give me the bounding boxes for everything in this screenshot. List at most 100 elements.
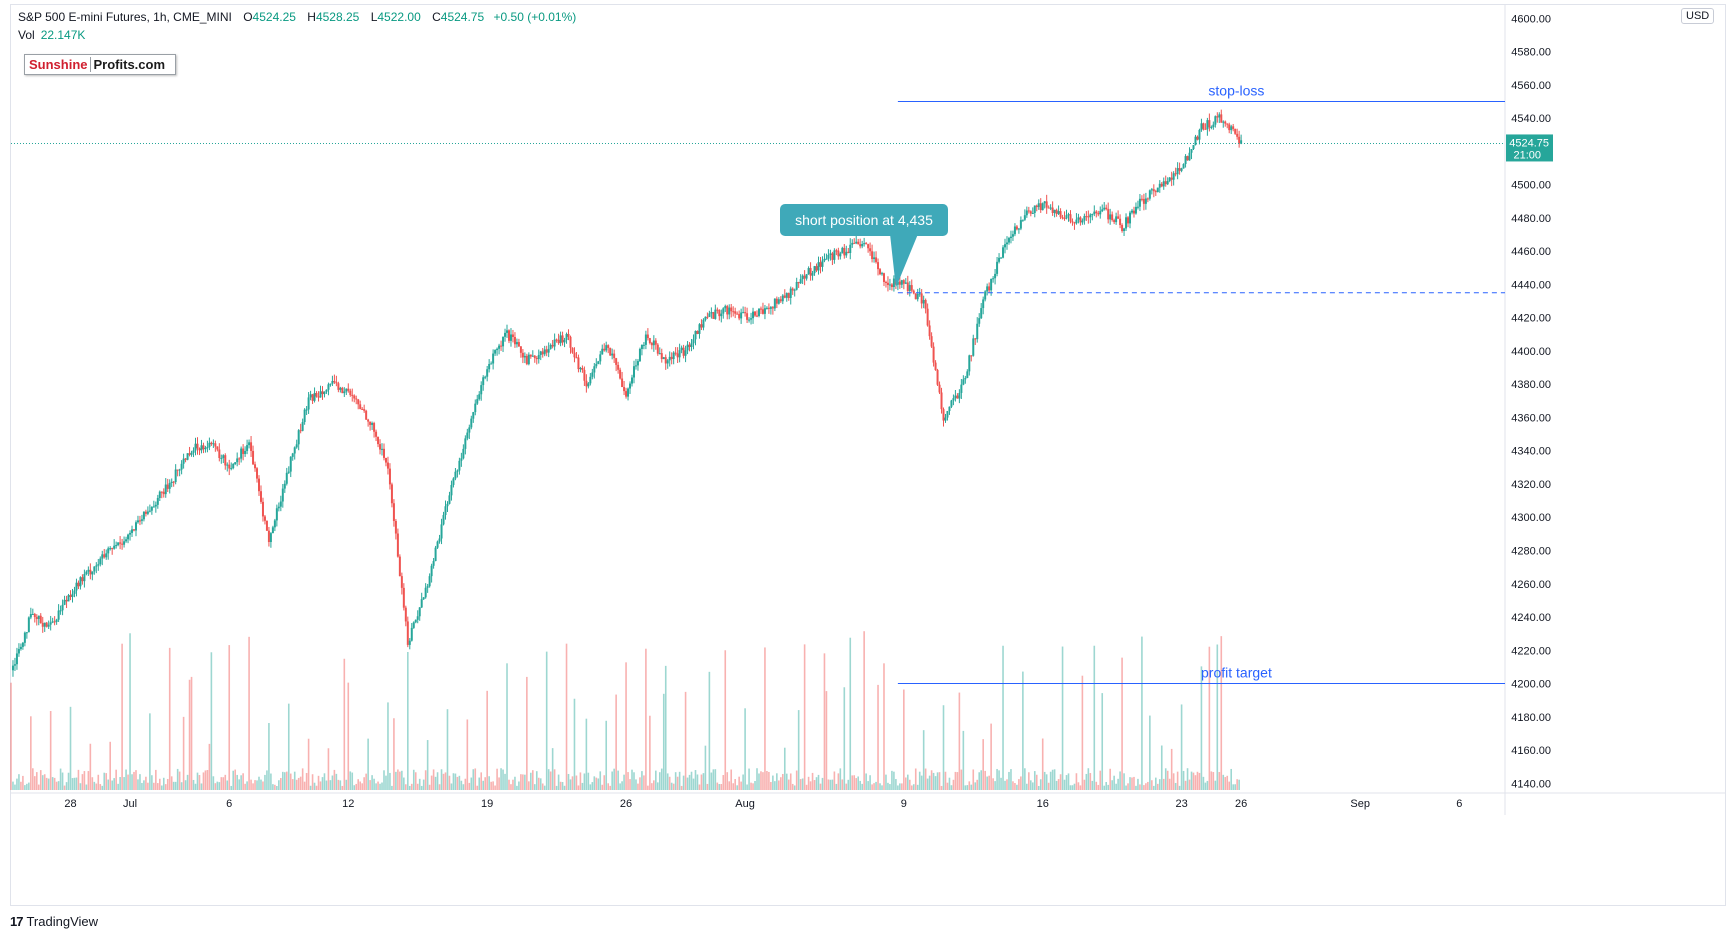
volume-bar: [978, 772, 981, 790]
volume-bar: [676, 776, 679, 790]
volume-bar: [311, 774, 314, 790]
candle-body: [888, 284, 891, 286]
tradingview-brand[interactable]: 17 TradingView: [10, 914, 98, 929]
volume-bar: [996, 768, 998, 790]
volume-bar: [309, 785, 312, 790]
volume-bar: [508, 779, 510, 790]
volume-bar: [184, 780, 187, 790]
volume-bar: [1057, 779, 1060, 790]
candle-body: [773, 298, 776, 309]
candle-body: [632, 366, 635, 378]
candle-body: [1023, 215, 1026, 220]
volume-bar: [541, 783, 544, 790]
volume-bar: [623, 774, 625, 790]
candle-body: [1115, 216, 1118, 223]
candle-body: [416, 616, 419, 620]
volume-bar: [35, 772, 38, 790]
candle-body: [928, 325, 931, 337]
candle-body: [644, 334, 647, 345]
volume-bar: [77, 769, 80, 790]
price-tick-label: 4440.00: [1511, 279, 1551, 291]
candle-body: [545, 349, 548, 353]
volume-bar: [994, 781, 996, 790]
volume-bar: [178, 771, 181, 790]
volume-bar: [591, 782, 594, 790]
volume-bar: [282, 771, 284, 790]
volume-bar: [1103, 785, 1106, 790]
candle-body: [918, 293, 921, 295]
volume-bar: [843, 687, 846, 790]
time-tick-label: 16: [1037, 798, 1049, 810]
candle-body: [702, 319, 705, 328]
candle-body: [634, 365, 637, 367]
volume-bar: [315, 785, 318, 790]
volume-bar: [349, 771, 352, 790]
candle-body: [863, 243, 866, 245]
volume-bar: [774, 781, 776, 790]
candle-body: [882, 273, 885, 282]
candle-body: [1013, 226, 1016, 235]
currency-button[interactable]: USD: [1681, 8, 1715, 24]
profit-target-label: profit target: [1201, 665, 1272, 681]
volume-bar: [738, 776, 740, 790]
price-tick-label: 4180.00: [1511, 712, 1551, 724]
volume-bar: [113, 778, 115, 790]
candle-body: [1087, 216, 1090, 218]
candle-body: [879, 269, 882, 275]
candle-body: [736, 313, 739, 315]
volume-bar: [97, 774, 100, 790]
candle-body: [398, 556, 401, 577]
volume-bar: [401, 770, 403, 790]
volume-bar: [526, 676, 528, 790]
volume-bar: [712, 769, 715, 790]
volume-bar: [428, 784, 431, 790]
volume-bar: [240, 775, 242, 790]
volume-bar: [1018, 779, 1020, 790]
candle-body: [1009, 236, 1012, 239]
volume-bar: [91, 777, 94, 790]
candle-body: [759, 308, 762, 310]
volume-bar: [1230, 768, 1232, 790]
volume-bar: [682, 775, 685, 790]
volume-bar: [1196, 771, 1199, 790]
candle-body: [470, 418, 473, 428]
candle-body: [1000, 257, 1003, 259]
candle-body: [418, 607, 421, 617]
volume-bar: [819, 783, 822, 790]
volume-bar: [462, 784, 465, 790]
candle-body: [428, 576, 431, 587]
candle-body: [706, 316, 709, 318]
volume-bar: [1075, 773, 1078, 790]
volume-bar: [1115, 783, 1117, 790]
volume-bar: [276, 785, 278, 790]
volume-bar: [268, 723, 270, 790]
volume-bar: [875, 781, 877, 790]
candle-body: [285, 472, 288, 484]
volume-bar: [1158, 779, 1161, 790]
candle-body: [65, 599, 68, 602]
volume-bar: [559, 781, 562, 790]
price-tick-label: 4140.00: [1511, 778, 1551, 790]
volume-bar: [877, 684, 879, 790]
volume-bar: [940, 785, 943, 790]
volume-bar: [180, 782, 183, 790]
volume-bar: [224, 774, 227, 790]
candle-body: [904, 282, 907, 284]
volume-bar: [478, 777, 481, 790]
volume-bar: [365, 773, 367, 790]
volume-bar: [1208, 646, 1211, 790]
volume-bar: [234, 769, 236, 790]
candle-body: [946, 411, 949, 418]
candle-body: [1192, 145, 1195, 150]
candle-body: [982, 299, 985, 309]
candle-body: [744, 312, 747, 314]
volume-bar: [678, 771, 681, 790]
candle-body: [1053, 209, 1056, 213]
candle-body: [869, 248, 872, 252]
change-value: +0.50 (+0.01%): [493, 10, 577, 24]
candle-body: [855, 241, 858, 244]
candle-body: [258, 478, 261, 492]
candle-body: [1031, 213, 1034, 215]
candle-body: [121, 543, 124, 545]
